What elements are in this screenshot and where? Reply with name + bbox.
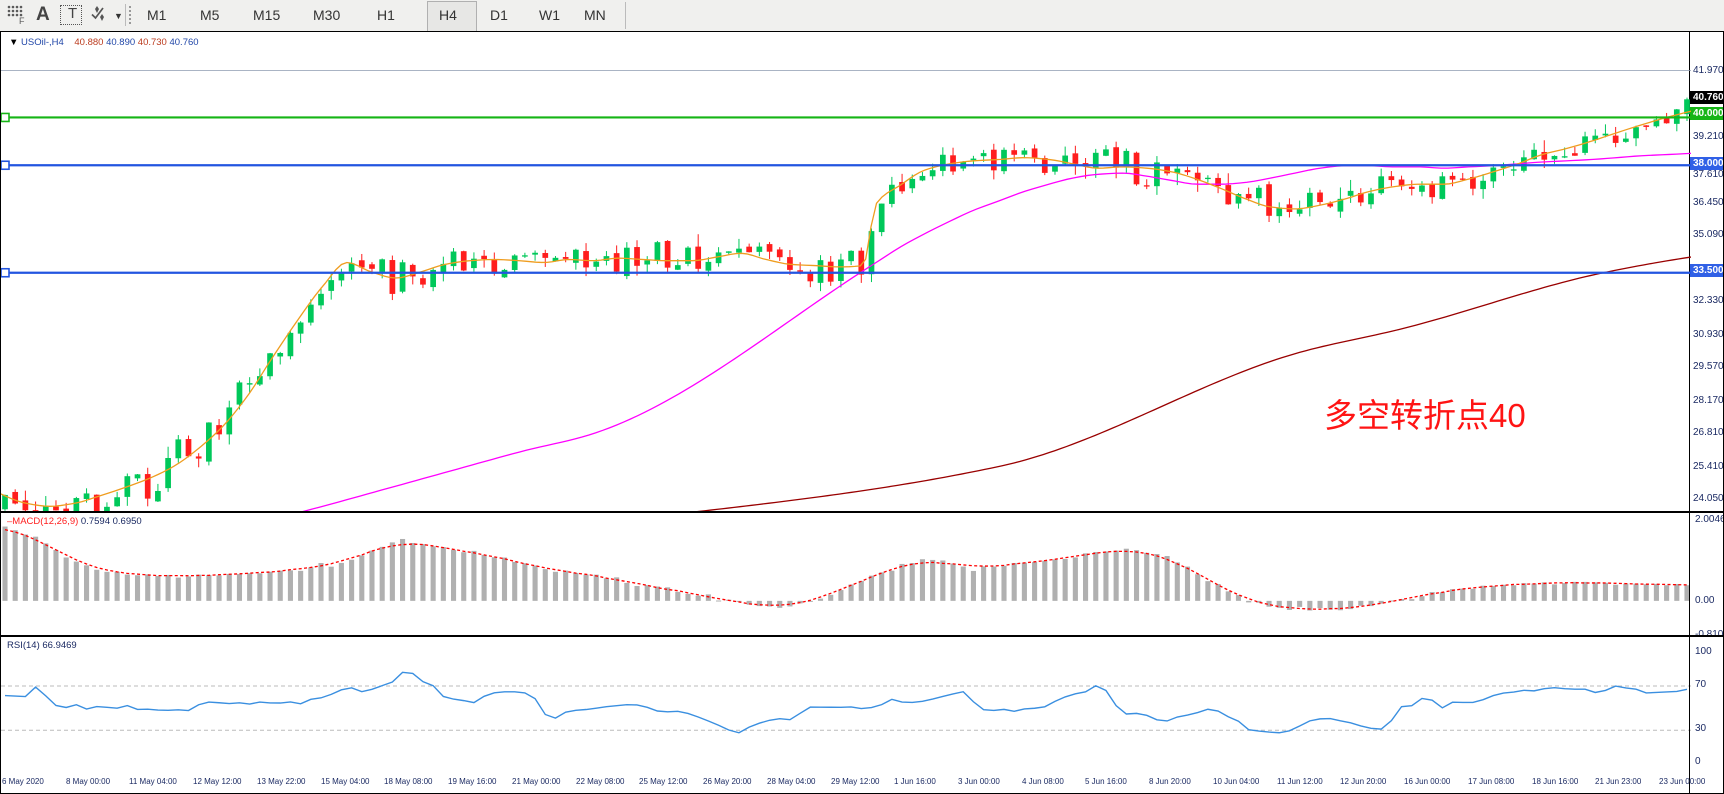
svg-text:F: F xyxy=(19,16,25,25)
